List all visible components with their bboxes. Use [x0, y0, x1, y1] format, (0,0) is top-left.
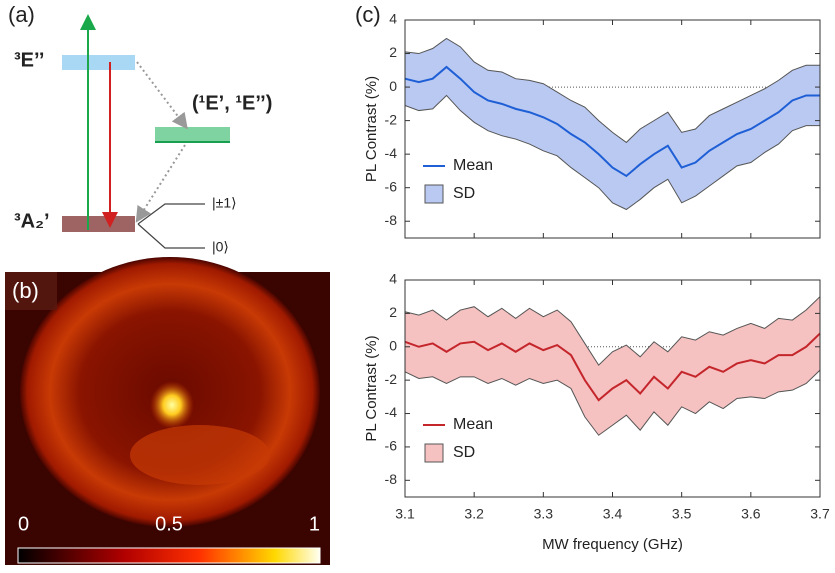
y-tick-label: 2	[389, 304, 397, 320]
y-tick-label: 0	[389, 337, 397, 353]
panel-label: (b)	[12, 278, 39, 303]
sublevel-label: |0⟩	[212, 239, 229, 255]
sublevel-label: |±1⟩	[212, 195, 237, 211]
y-tick-label: -2	[385, 371, 398, 387]
panel-label: (c)	[355, 2, 381, 27]
pl-image: (b)	[5, 257, 330, 565]
level-label: ³A₂’	[14, 210, 50, 232]
image-lobe	[130, 425, 270, 485]
colorbar-tick-label: 0	[18, 513, 29, 535]
y-axis-label: PL Contrast (%)	[363, 76, 380, 182]
isc-arrow	[135, 144, 186, 223]
y-tick-label: -2	[385, 111, 398, 127]
sublevels	[137, 203, 205, 249]
y-tick-label: 2	[389, 44, 397, 60]
mean-line	[404, 332, 821, 402]
colorbar	[17, 547, 321, 564]
y-tick-label: -4	[385, 145, 398, 161]
energy-diagram: (a) ³E’’ (¹E’, ¹E’’) ³A₂’ |±1⟩ |0⟩	[8, 2, 272, 255]
mean-line	[404, 65, 820, 178]
x-tick-label: 3.5	[672, 506, 692, 522]
x-tick-label: 3.2	[464, 506, 484, 522]
legend-label: SD	[453, 444, 475, 461]
y-tick-label: -8	[385, 471, 398, 487]
level-label: (¹E’, ¹E’’)	[192, 92, 272, 114]
legend-swatch	[424, 443, 444, 463]
y-tick-label: -4	[385, 404, 398, 420]
image-spot	[150, 381, 194, 429]
y-tick-label: 0	[389, 78, 397, 94]
legend-label: Mean	[453, 157, 493, 174]
legend-label: Mean	[453, 416, 493, 433]
x-tick-label: 3.6	[741, 506, 761, 522]
x-tick-label: 3.1	[395, 506, 415, 522]
sd-band	[404, 295, 821, 436]
panel-label: (a)	[8, 2, 35, 27]
colorbar-tick-label: 0.5	[155, 513, 183, 535]
y-axis-label: PL Contrast (%)	[363, 335, 380, 441]
level-singlet	[155, 127, 230, 143]
x-tick-label: 3.7	[810, 506, 830, 522]
y-tick-label: 4	[389, 271, 397, 287]
y-tick-label: -6	[385, 178, 398, 194]
y-tick-label: -6	[385, 438, 398, 454]
level-label: ³E’’	[14, 49, 44, 71]
label-box	[5, 272, 57, 310]
isc-arrow	[136, 61, 188, 130]
level-excited	[62, 55, 135, 70]
legend-label: SD	[453, 185, 475, 202]
x-tick-label: 3.4	[603, 506, 623, 522]
y-tick-label: -8	[385, 212, 398, 228]
x-tick-label: 3.3	[534, 506, 554, 522]
x-axis-label: MW frequency (GHz)	[542, 536, 683, 553]
legend-swatch	[424, 184, 444, 204]
colorbar-tick-label: 1	[309, 513, 320, 535]
level-ground	[62, 216, 135, 232]
y-tick-label: 4	[389, 11, 397, 27]
